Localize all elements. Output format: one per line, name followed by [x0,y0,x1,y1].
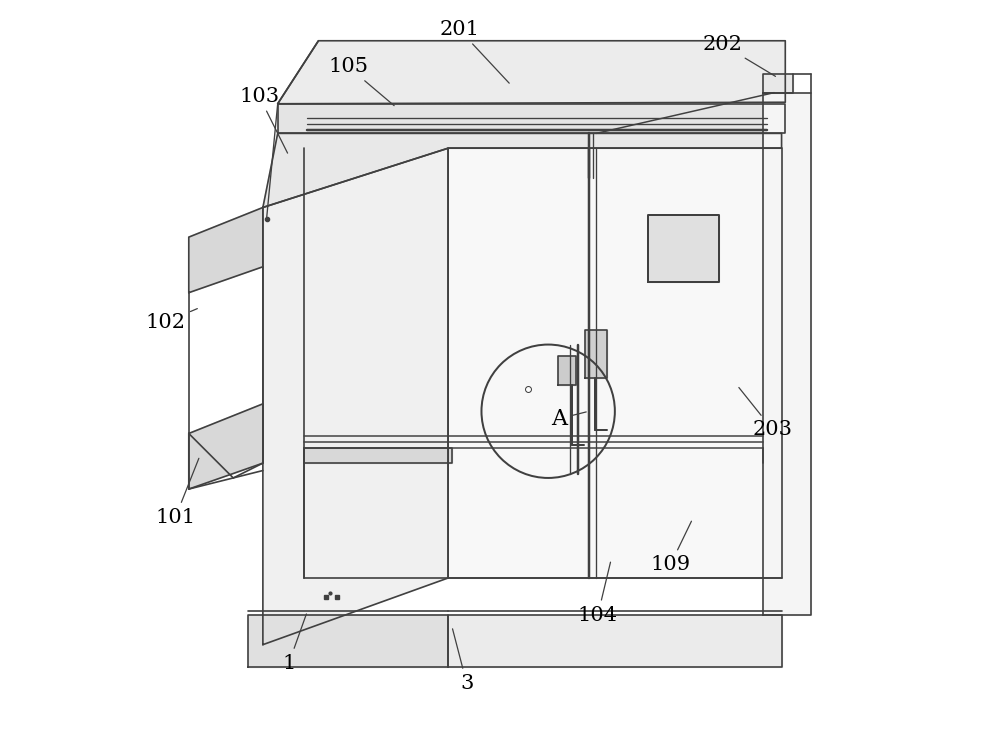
Text: 104: 104 [578,562,618,625]
Text: 105: 105 [328,57,394,106]
Polygon shape [585,330,607,378]
Polygon shape [304,448,452,463]
Text: 3: 3 [453,629,473,693]
Polygon shape [278,41,785,104]
Polygon shape [189,404,263,489]
Polygon shape [248,615,448,667]
Polygon shape [263,133,782,207]
Text: A: A [551,408,586,430]
Polygon shape [448,148,782,578]
Text: 1: 1 [282,614,306,673]
Text: 103: 103 [239,87,288,153]
Text: 102: 102 [145,308,197,332]
Polygon shape [763,74,793,93]
Text: 109: 109 [650,521,691,574]
Polygon shape [558,356,576,385]
Text: 101: 101 [155,458,199,527]
Polygon shape [763,93,811,615]
Polygon shape [648,215,719,282]
Polygon shape [263,148,448,645]
Text: 202: 202 [702,35,775,76]
Polygon shape [448,615,782,667]
Polygon shape [189,207,263,293]
Polygon shape [278,104,785,133]
Text: 203: 203 [739,388,793,439]
Text: 201: 201 [439,20,509,83]
